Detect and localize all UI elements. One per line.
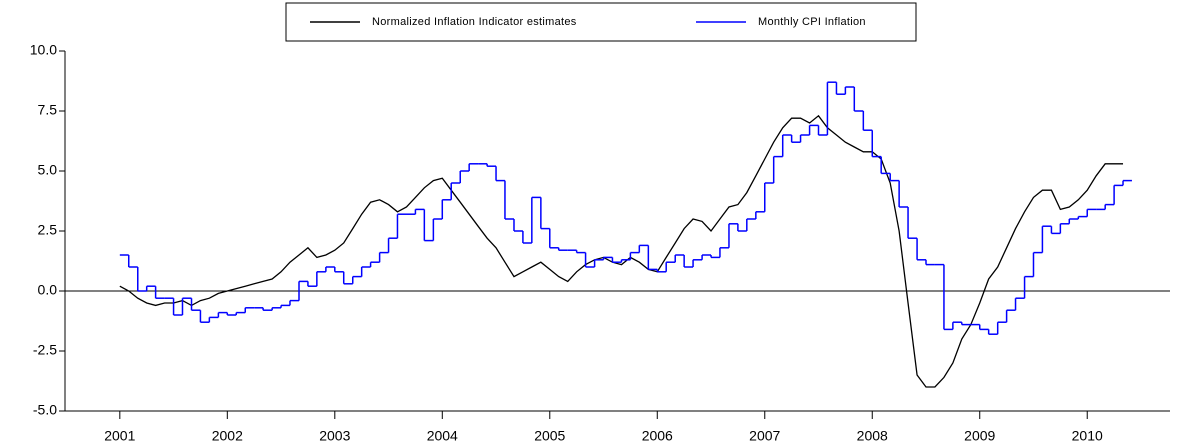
x-tick-label: 2003: [319, 428, 350, 444]
cpi-step-connectors: [127, 82, 1124, 335]
x-tick-label: 2001: [104, 428, 135, 444]
y-tick-label: -5.0: [33, 402, 57, 418]
x-tick-label: 2009: [964, 428, 995, 444]
legend-label: Normalized Inflation Indicator estimates: [372, 16, 577, 28]
x-tick-label: 2010: [1072, 428, 1103, 444]
y-tick-label: 0.0: [38, 282, 58, 298]
y-tick-label: 10.0: [30, 42, 57, 58]
indicator-line: [119, 114, 1124, 388]
x-tick-label: 2004: [427, 428, 458, 444]
x-tick-label: 2002: [212, 428, 243, 444]
y-tick-label: 2.5: [38, 222, 58, 238]
y-tick-label: 7.5: [38, 102, 58, 118]
legend-box: [285, 2, 917, 42]
x-tick-label: 2008: [857, 428, 888, 444]
x-tick-label: 2006: [642, 428, 673, 444]
legend-label: Monthly CPI Inflation: [758, 16, 866, 28]
x-tick-label: 2007: [749, 428, 780, 444]
y-tick-label: 5.0: [38, 162, 58, 178]
y-tick-label: -2.5: [33, 342, 57, 358]
x-tick-label: 2005: [534, 428, 565, 444]
